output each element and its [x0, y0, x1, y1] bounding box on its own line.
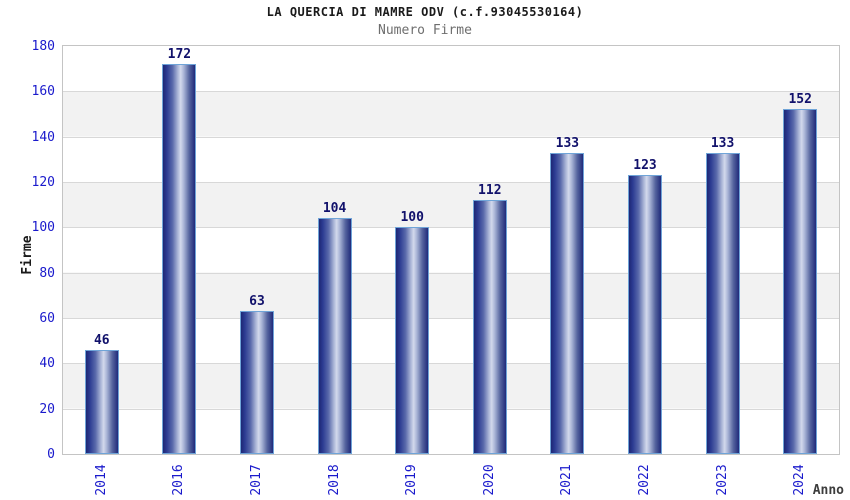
y-tick-label: 120 [31, 175, 55, 190]
bar-2017 [240, 311, 274, 454]
gridline [63, 318, 839, 319]
y-tick-label: 40 [39, 356, 55, 372]
x-tick-label: 2014 [93, 464, 109, 496]
y-tick-label: 60 [39, 311, 55, 326]
y-tick-label: 140 [31, 129, 55, 145]
y-tick-label: 100 [31, 220, 55, 236]
bar-value-label: 112 [478, 183, 502, 199]
x-tick-label: 2021 [559, 464, 575, 496]
gridline [63, 227, 839, 229]
bar-2018 [317, 218, 352, 454]
bar-2023 [705, 152, 740, 454]
y-tick-label: 0 [47, 447, 55, 462]
bar-2022 [628, 175, 662, 454]
bar-value-label: 100 [400, 210, 424, 226]
gridline [63, 272, 839, 274]
y-tick-label: 180 [31, 39, 55, 54]
bar-value-label: 152 [788, 92, 812, 108]
x-tick-label: 2020 [481, 464, 497, 496]
gridline [63, 136, 839, 138]
gridline [63, 182, 839, 183]
gridline [63, 363, 839, 365]
x-tick-label: 2018 [326, 464, 342, 496]
chart-title: LA QUERCIA DI MAMRE ODV (c.f.93045530164… [266, 5, 584, 19]
bar-2014 [84, 349, 119, 454]
bar-value-label: 63 [249, 294, 265, 310]
x-tick-label: 2017 [249, 464, 264, 496]
chart-subtitle: Numero Firme [378, 23, 472, 38]
y-tick-label: 160 [31, 84, 55, 100]
y-tick-label: 20 [39, 401, 55, 417]
x-tick-label: 2016 [171, 464, 187, 496]
gridline [63, 408, 839, 410]
bar-2016 [162, 64, 197, 454]
bar-2021 [550, 152, 585, 454]
bar-2024 [783, 109, 818, 454]
x-tick-label: 2023 [714, 464, 730, 496]
bar-2019 [395, 227, 430, 454]
bar-value-label: 46 [93, 332, 110, 348]
x-axis-label: Anno [812, 483, 844, 498]
x-tick-label: 2019 [404, 464, 420, 496]
bar-value-label: 133 [710, 135, 735, 151]
bar-value-label: 133 [555, 135, 580, 151]
bar-value-label: 172 [167, 47, 192, 63]
plot-area: 46 172 63 104 100 112 133 123 133 152 [62, 45, 840, 455]
x-tick-label: 2022 [637, 464, 652, 496]
bar-value-label: 104 [322, 201, 347, 217]
gridline [63, 91, 839, 93]
x-tick-label: 2024 [792, 464, 808, 496]
y-tick-label: 80 [39, 265, 55, 281]
bar-value-label: 123 [633, 158, 657, 174]
bar-2020 [472, 200, 507, 454]
